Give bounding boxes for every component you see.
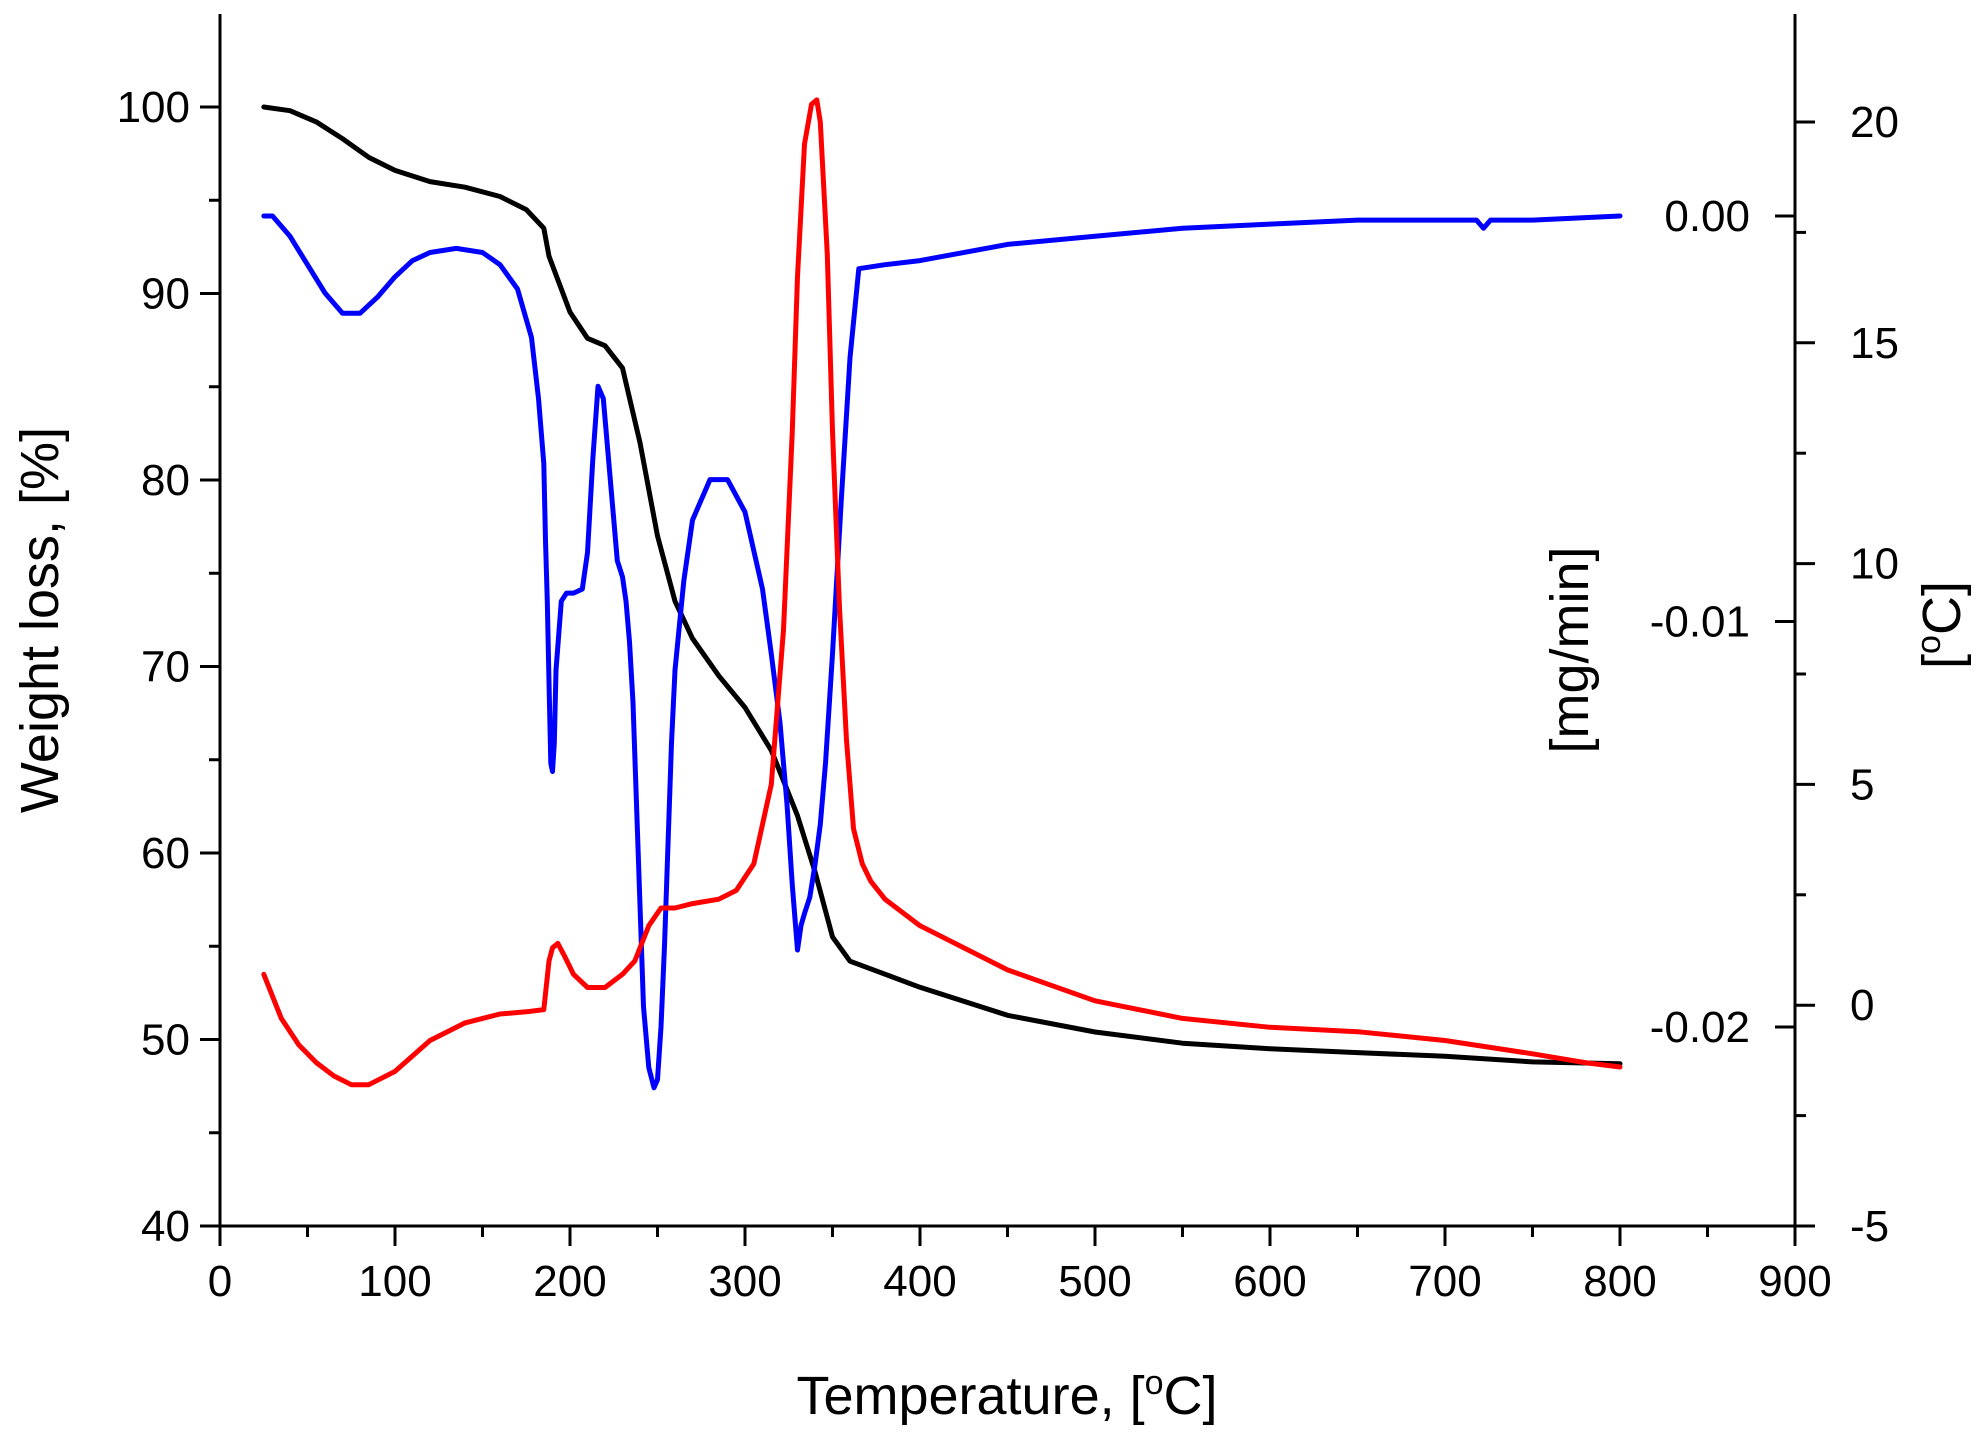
left-tick-label: 70 [141, 643, 190, 692]
x-tick-label: 600 [1233, 1257, 1306, 1306]
x-tick-label: 300 [708, 1257, 781, 1306]
left-tick-label: 40 [141, 1202, 190, 1251]
celsius-tick-label: 0 [1850, 981, 1874, 1030]
left-tick-label: 50 [141, 1016, 190, 1065]
mg-per-min-axis-title: [mg/min] [1540, 546, 1600, 753]
celsius-tick-label: 20 [1850, 98, 1899, 147]
dtg-curve [261, 213, 1623, 1091]
tick-labels-layer: 0 100 200 300 400 500 600 700 800 900405060708090… [117, 83, 1899, 1306]
x-axis-title: Temperature, [oC] [796, 1364, 1217, 1426]
celsius-tick-label: 15 [1850, 319, 1899, 368]
x-tick-label: 800 [1583, 1257, 1656, 1306]
dta-curve [261, 97, 1623, 1088]
x-tick-label: 900 [1758, 1257, 1831, 1306]
left-axis-title: Weight loss, [%] [10, 427, 70, 813]
x-tick-label: 400 [883, 1257, 956, 1306]
celsius-tick-label: 5 [1850, 760, 1874, 809]
ticks-layer [200, 105, 1815, 1246]
left-tick-label: 90 [141, 270, 190, 319]
celsius-tick-label: 10 [1850, 540, 1899, 589]
series-layer [261, 97, 1623, 1091]
left-tick-label: 60 [141, 829, 190, 878]
tg-curve [261, 104, 1623, 1067]
x-tick-label: 100 [358, 1257, 431, 1306]
x-tick-label: 200 [533, 1257, 606, 1306]
left-tick-label: 100 [117, 83, 190, 132]
celsius-axis-title: [oC] [1910, 581, 1972, 669]
x-tick-label: 0 [208, 1257, 232, 1306]
x-tick-label: 700 [1408, 1257, 1481, 1306]
mg-min-tick-label: 0.00 [1664, 192, 1750, 241]
celsius-tick-label: -5 [1850, 1202, 1889, 1251]
mg-min-tick-label: -0.01 [1650, 598, 1750, 647]
mg-min-tick-label: -0.02 [1650, 1003, 1750, 1052]
left-tick-label: 80 [141, 456, 190, 505]
x-tick-label: 500 [1058, 1257, 1131, 1306]
